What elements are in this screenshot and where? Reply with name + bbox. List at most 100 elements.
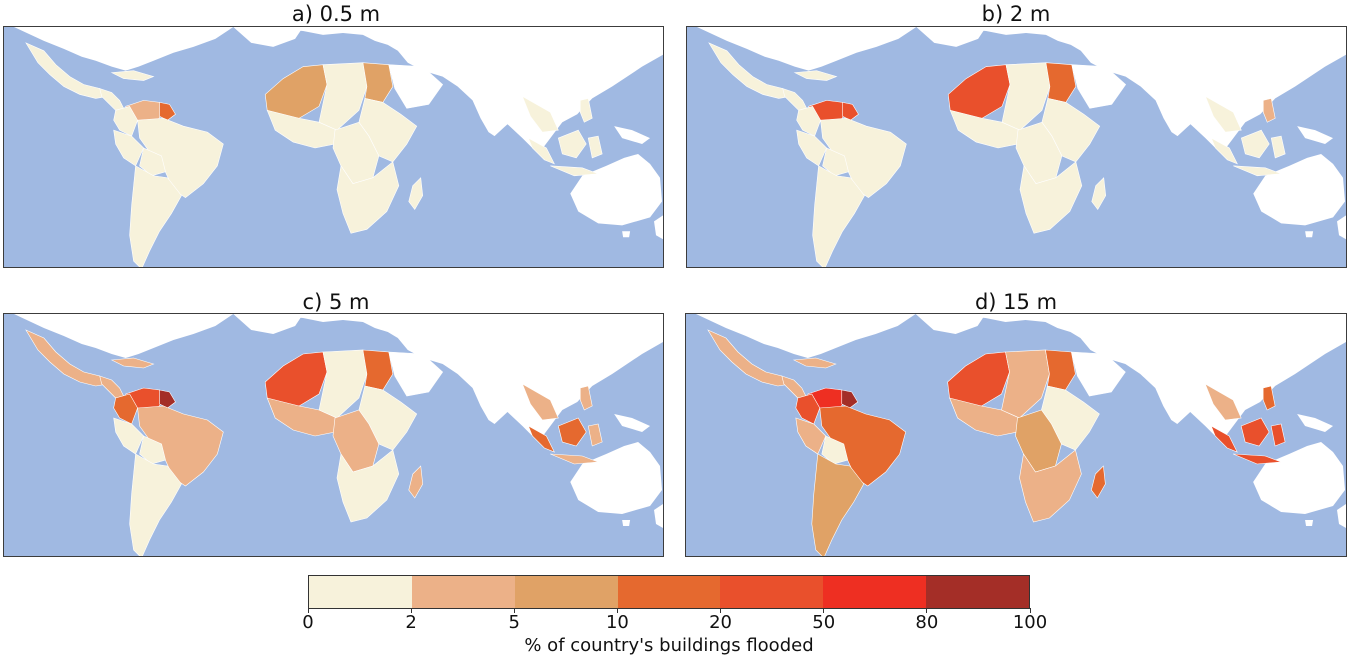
colorbar-bin-5-10: [514, 576, 618, 608]
country-region-caribbean: [110, 357, 155, 369]
colorbar: [308, 575, 1030, 609]
colorbar-bin-80-100: [926, 576, 1030, 608]
map-panel-d: [685, 313, 1347, 557]
country-region-java: [550, 453, 599, 465]
country-region-sulawesi: [1270, 423, 1286, 447]
landmass-eurasia: [258, 314, 663, 442]
colorbar-tick-label: 50: [812, 612, 836, 633]
colorbar-bin-10-20: [617, 576, 721, 608]
landmass-newguinea: [1297, 126, 1334, 145]
colorbar-bin-2-5: [411, 576, 515, 608]
panel-title-b: b) 2 m: [981, 2, 1051, 26]
landmass-newguinea: [614, 126, 651, 145]
landmass-greenland: [233, 27, 304, 47]
panel-title-d: d) 15 m: [974, 290, 1058, 314]
map-panel-a: [3, 26, 664, 268]
landmass-newguinea: [1297, 414, 1334, 432]
country-region-southcone: [129, 453, 182, 556]
landmass-northamerica: [695, 314, 916, 358]
country-region-sulawesi: [1270, 135, 1286, 159]
country-region-philippines: [579, 385, 593, 411]
country-region-caribbean: [110, 70, 155, 81]
country-region-egypt: [362, 349, 394, 391]
landmass-greenland: [233, 314, 304, 334]
country-region-sulawesi: [587, 423, 603, 447]
country-region-madagascar: [408, 177, 424, 211]
landmass-eurasia: [258, 27, 663, 154]
colorbar-tick-label: 100: [1012, 612, 1048, 633]
country-region-seasia: [521, 383, 559, 421]
landmass-australia: [570, 153, 663, 226]
country-region-centralam: [99, 88, 125, 111]
country-region-sulawesi: [587, 135, 603, 159]
colorbar-tick-mark: [410, 608, 412, 613]
landmass-tasmania: [622, 231, 631, 238]
country-region-bolivia: [821, 435, 849, 465]
landmass-tasmania: [1305, 520, 1314, 526]
colorbar-tick-mark: [823, 608, 825, 613]
landmass-australia: [1253, 153, 1346, 226]
landmass-northamerica: [13, 314, 234, 358]
country-region-guianas: [842, 102, 859, 121]
country-region-southafrica: [336, 161, 400, 234]
country-region-centralam: [782, 88, 808, 111]
country-region-guianas: [841, 389, 859, 409]
landmass-northamerica: [13, 27, 234, 71]
country-region-sumatra: [527, 137, 555, 165]
country-region-southcone: [812, 165, 865, 267]
map-panel-b: [686, 26, 1347, 268]
country-region-philippines: [1262, 385, 1276, 411]
colorbar-bin-50-80: [823, 576, 927, 608]
colorbar-tick-mark: [926, 608, 928, 613]
landmass-tasmania: [1305, 231, 1314, 238]
country-region-egypt: [1045, 349, 1076, 391]
landmass-northamerica: [696, 27, 917, 71]
country-region-java: [1233, 165, 1282, 177]
country-region-centralam: [99, 375, 125, 399]
country-region-sumatra: [527, 425, 555, 453]
panel-title-c: c) 5 m: [302, 290, 370, 314]
landmass-nz: [654, 215, 663, 240]
country-region-southafrica: [1019, 161, 1083, 234]
world-map-c: [13, 314, 663, 556]
colorbar-title: % of country's buildings flooded: [524, 635, 814, 656]
colorbar-tick-label: 20: [709, 612, 733, 633]
landmass-nz: [654, 504, 663, 528]
country-region-sumatra: [1210, 137, 1238, 165]
country-region-philippines: [579, 98, 593, 123]
colorbar-tick-mark: [307, 608, 309, 613]
country-region-madagascar: [408, 465, 424, 499]
country-region-borneo: [557, 129, 587, 159]
colorbar-tick-mark: [1029, 608, 1031, 613]
country-region-arabia: [1071, 64, 1127, 109]
colorbar-bin-20-50: [720, 576, 824, 608]
landmass-australia: [570, 442, 663, 514]
landmass-eurasia: [941, 27, 1346, 154]
country-region-borneo: [1240, 129, 1270, 159]
colorbar-tick-mark: [513, 608, 515, 613]
country-region-southcone: [129, 165, 182, 267]
landmass-newguinea: [614, 414, 651, 432]
colorbar-bin-0-2: [309, 576, 412, 608]
world-map-d: [695, 314, 1346, 556]
colorbar-tick-label: 0: [302, 612, 314, 633]
country-region-southafrica: [336, 449, 400, 523]
country-region-caribbean: [793, 70, 838, 81]
country-region-madagascar: [1091, 177, 1107, 211]
country-region-bolivia: [139, 435, 166, 465]
world-map-a: [13, 27, 663, 267]
country-region-arabia: [1071, 351, 1126, 397]
landmass-nz: [1337, 504, 1346, 528]
country-region-sumatra: [1210, 425, 1238, 453]
world-map-b: [696, 27, 1346, 267]
colorbar-tick-label: 80: [915, 612, 939, 633]
country-region-java: [550, 165, 599, 177]
country-region-guianas: [159, 389, 176, 409]
landmass-australia: [1253, 442, 1346, 514]
country-region-seasia: [521, 95, 559, 133]
landmass-tasmania: [622, 520, 631, 526]
country-region-borneo: [1240, 417, 1270, 447]
colorbar-tick-label: 2: [405, 612, 417, 633]
landmass-greenland: [916, 27, 987, 47]
country-region-seasia: [1204, 95, 1242, 133]
